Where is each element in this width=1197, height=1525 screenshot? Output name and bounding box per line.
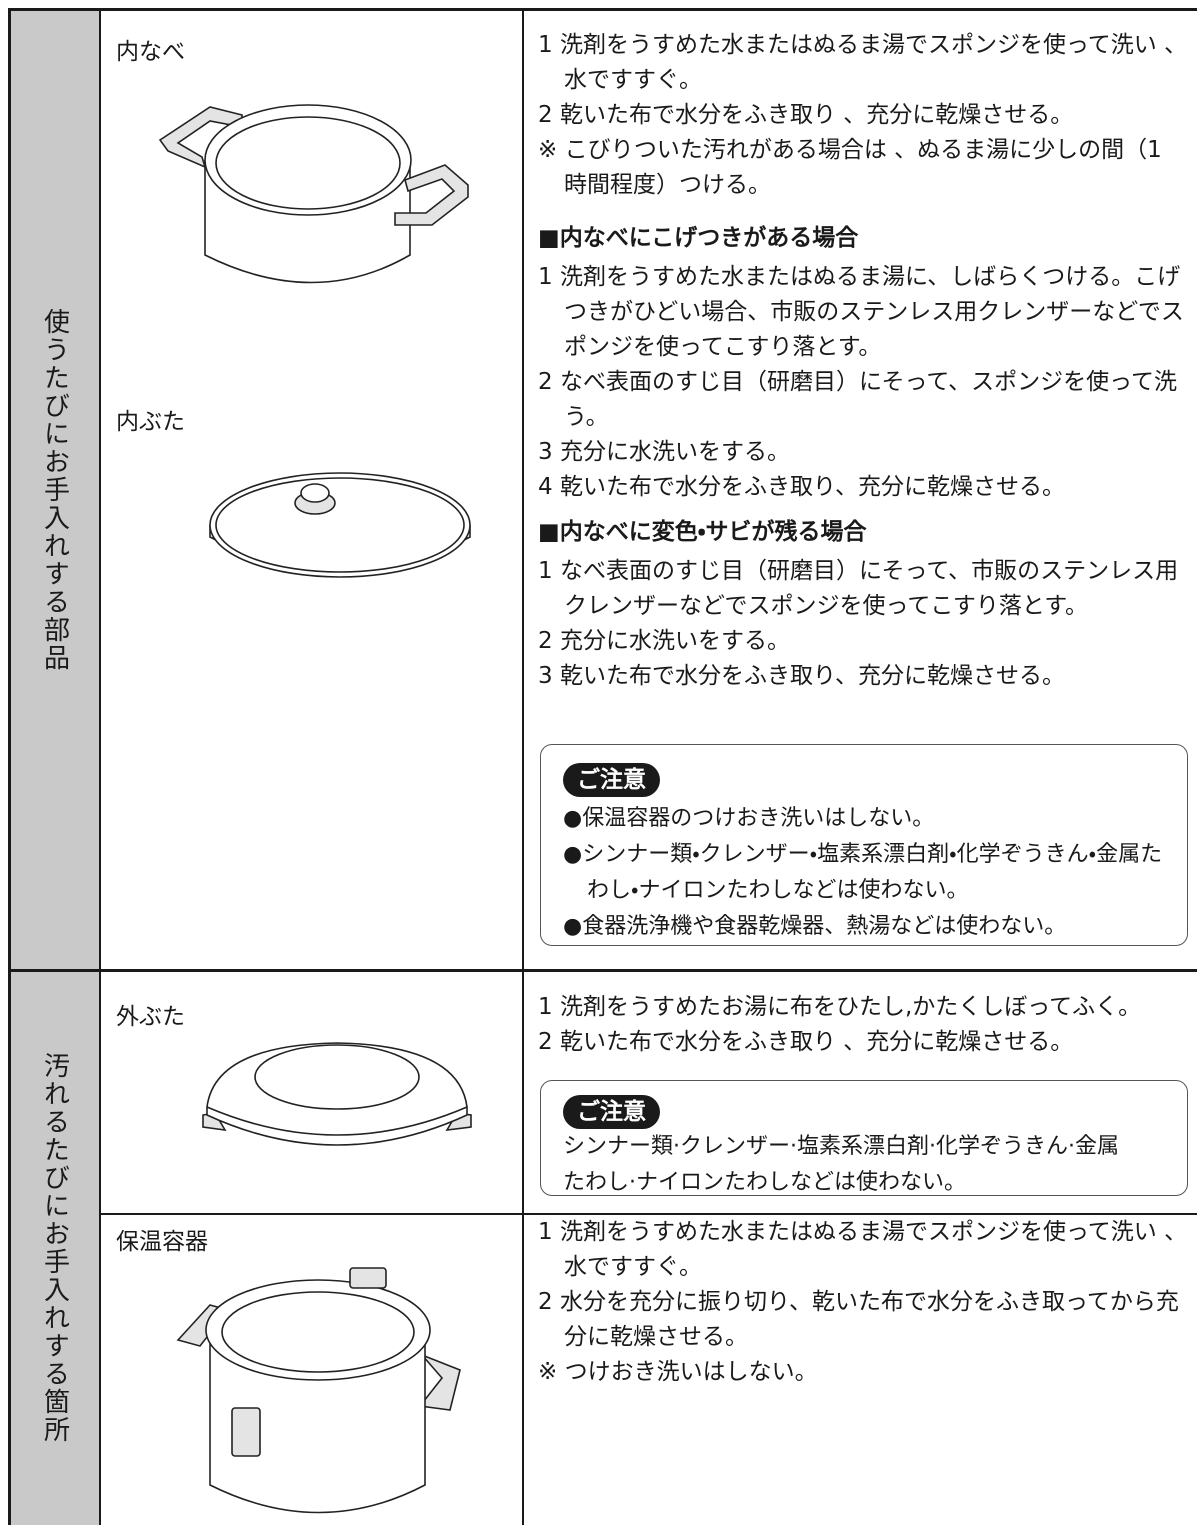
caution-list: ●保温容器のつけおき洗いはしない。 ●シンナー類・クレンザー・塩素系漂白剤・化学ぞ… bbox=[563, 801, 1173, 945]
caution-text: シンナー類·クレンザー·塩素系漂白剤·化学ぞうきん·金属たわし·ナイロンたわしな… bbox=[563, 1134, 1119, 1195]
instructions: 1 洗剤をうすめた水またはぬるま湯でスポンジを使って洗い 、水ですすぐ。 2 乾い… bbox=[538, 28, 1190, 694]
step: 1 洗剤をうすめた水またはぬるま湯でスポンジを使って洗い 、水ですすぐ。 bbox=[538, 1219, 1188, 1280]
part-name: 内なべ bbox=[116, 39, 185, 65]
border bbox=[522, 8, 524, 1525]
subsection-list: ■内なべにこげつきがある場合 1 洗剤をうすめた水またはぬるま湯に、しばらくつける… bbox=[538, 221, 1190, 694]
caution-title: ご注意 bbox=[563, 1095, 660, 1129]
caution-box: ご注意 ●保温容器のつけおき洗いはしない。 ●シンナー類・クレンザー・塩素系漂白剤… bbox=[540, 744, 1188, 946]
caution-item: ●シンナー類・クレンザー・塩素系漂白剤・化学ぞうきん・金属たわし・ナイロンたわし… bbox=[563, 842, 1163, 903]
step: 2 乾いた布で水分をふき取り 、充分に乾燥させる。 bbox=[538, 102, 1074, 128]
step: 2 乾いた布で水分をふき取り 、充分に乾燥させる。 bbox=[538, 1029, 1074, 1055]
subsection: ■内なべに変色・サビが残る場合 1 なべ表面のすじ目（研磨目）にそって、市販のステ… bbox=[538, 515, 1190, 694]
subsection-heading: ■内なべに変色・サビが残る場合 bbox=[538, 519, 867, 545]
caution-box: ご注意 シンナー類·クレンザー·塩素系漂白剤·化学ぞうきん·金属たわし·ナイロン… bbox=[540, 1080, 1188, 1196]
caution-item: ●食器洗浄機や食器乾燥器、熱湯などは使わない。 bbox=[563, 914, 1067, 939]
caution-item: ●保温容器のつけおき洗いはしない。 bbox=[563, 806, 935, 831]
step: 1 洗剤をうすめたお湯に布をひたし,かたくしぼってふく。 bbox=[538, 994, 1142, 1020]
step: 1 洗剤をうすめた水またはぬるま湯に、しばらくつける。こげつきがひどい場合、市販… bbox=[538, 264, 1184, 360]
step-list: 1 洗剤をうすめた水またはぬるま湯でスポンジを使って洗い 、水ですすぐ。 2 乾い… bbox=[538, 28, 1190, 203]
part-name: 保温容器 bbox=[116, 1229, 208, 1255]
step-list: 1 洗剤をうすめた水またはぬるま湯でスポンジを使って洗い 、水ですすぐ。 2 水分… bbox=[538, 1215, 1190, 1390]
step-list: 1 洗剤をうすめたお湯に布をひたし,かたくしぼってふく。 2 乾いた布で水分をふき… bbox=[538, 990, 1190, 1060]
border bbox=[8, 8, 11, 1525]
outer-lid-illustration bbox=[202, 1042, 472, 1146]
container-illustration bbox=[176, 1267, 461, 1514]
step: 4 乾いた布で水分をふき取り、充分に乾燥させる。 bbox=[538, 474, 1066, 500]
step: 3 乾いた布で水分をふき取り、充分に乾燥させる。 bbox=[538, 663, 1066, 689]
step: 1 洗剤をうすめた水またはぬるま湯でスポンジを使って洗い 、水ですすぐ。 bbox=[538, 32, 1188, 93]
lid-illustration bbox=[209, 472, 471, 578]
border bbox=[99, 1213, 1197, 1215]
step: 2 なべ表面のすじ目（研磨目）にそって、スポンジを使って洗う。 bbox=[538, 369, 1178, 430]
step: 3 充分に水洗いをする。 bbox=[538, 439, 790, 465]
subsection: ■内なべにこげつきがある場合 1 洗剤をうすめた水またはぬるま湯に、しばらくつける… bbox=[538, 221, 1190, 505]
section-label: 使うたびにお手入れする部品 bbox=[10, 10, 100, 970]
step: ※ つけおき洗いはしない。 bbox=[538, 1359, 818, 1385]
part-name: 外ぶた bbox=[116, 1004, 185, 1030]
border bbox=[8, 969, 1197, 972]
border bbox=[8, 8, 1197, 11]
step: 1 なべ表面のすじ目（研磨目）にそって、市販のステンレス用クレンザーなどでスポン… bbox=[538, 558, 1179, 619]
step: ※ こびりついた汚れがある場合は 、ぬるま湯に少しの間（1 時間程度）つける。 bbox=[538, 137, 1162, 198]
part-name: 内ぶた bbox=[116, 409, 185, 435]
caution-title: ご注意 bbox=[563, 763, 660, 797]
pot-illustration bbox=[158, 104, 469, 284]
step: 2 充分に水洗いをする。 bbox=[538, 628, 790, 654]
border bbox=[99, 8, 101, 1525]
step: 2 水分を充分に振り切り、乾いた布で水分をふき取ってから充分に乾燥させる。 bbox=[538, 1289, 1179, 1350]
section-label: 汚れるたびにお手入れする箇所 bbox=[10, 970, 100, 1525]
subsection-heading: ■内なべにこげつきがある場合 bbox=[538, 225, 859, 251]
